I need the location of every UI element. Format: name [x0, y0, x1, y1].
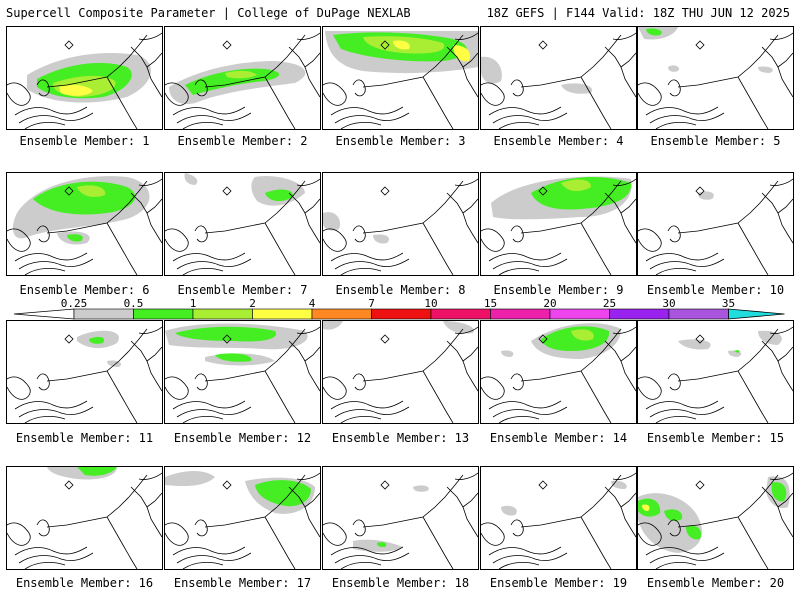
map-shading [7, 326, 162, 423]
ensemble-member-map [322, 320, 479, 424]
map-shading [7, 176, 162, 275]
ensemble-member-label: Ensemble Member: 14 [489, 431, 628, 445]
ensemble-member-map [480, 320, 637, 424]
ensemble-member-map [164, 26, 321, 130]
map-shading [323, 472, 478, 569]
ensemble-member-label: Ensemble Member: 1 [19, 134, 150, 148]
ensemble-member-label: Ensemble Member: 2 [177, 134, 308, 148]
ensemble-member-label: Ensemble Member: 13 [331, 431, 470, 445]
ensemble-member-label: Ensemble Member: 5 [650, 134, 781, 148]
ensemble-member-map [480, 466, 637, 570]
ensemble-member-label: Ensemble Member: 11 [15, 431, 154, 445]
colorbar-tick-label: 25 [602, 297, 617, 310]
ensemble-member-label: Ensemble Member: 19 [489, 576, 628, 590]
ensemble-member-label: Ensemble Member: 17 [173, 576, 312, 590]
ensemble-member-label: Ensemble Member: 3 [335, 134, 466, 148]
ensemble-member-map [6, 26, 163, 130]
colorbar-tick-label: 7 [368, 297, 375, 310]
colorbar-segment [133, 308, 194, 320]
ensemble-member-map [637, 466, 794, 570]
ensemble-member-label: Ensemble Member: 8 [335, 283, 466, 297]
ensemble-member-map [164, 172, 321, 276]
ensemble-member-map [480, 26, 637, 130]
chart-title: Supercell Composite Parameter | College … [6, 6, 411, 20]
map-shading [638, 472, 793, 569]
colorbar-tick-label: 4 [308, 297, 316, 310]
ensemble-member-label: Ensemble Member: 9 [493, 283, 624, 297]
ensemble-member-label: Ensemble Member: 6 [19, 283, 150, 297]
ensemble-member-label: Ensemble Member: 20 [646, 576, 785, 590]
ensemble-member-label: Ensemble Member: 16 [15, 576, 154, 590]
colorbar-tick-label: 2 [249, 297, 256, 310]
colorbar-left-arrow [13, 308, 75, 320]
colorbar-tick-label: 1 [189, 297, 197, 310]
map-shading [7, 32, 162, 129]
map-shading [638, 27, 793, 129]
map-shading [638, 326, 793, 423]
colorbar-segment [609, 308, 670, 320]
ensemble-member-map [322, 466, 479, 570]
ensemble-member-map [6, 172, 163, 276]
map-shading [323, 178, 478, 275]
colorbar-right-arrow [728, 308, 785, 320]
ensemble-member-map [322, 26, 479, 130]
map-shading [165, 471, 320, 569]
ensemble-member-map [637, 320, 794, 424]
colorbar-segment [490, 308, 551, 320]
colorbar-tick-label: 15 [483, 297, 498, 310]
ensemble-member-label: Ensemble Member: 10 [646, 283, 785, 297]
map-shading [7, 467, 162, 569]
colorbar-segment [668, 308, 729, 320]
colorbar-segment [311, 308, 372, 320]
map-shading [323, 31, 478, 129]
colorbar-tick-label: 0.25 [60, 297, 88, 310]
colorbar-tick-label: 0.5 [123, 297, 144, 310]
map-shading [638, 178, 793, 275]
ensemble-member-map [637, 172, 794, 276]
ensemble-member-map [6, 320, 163, 424]
colorbar-tick-label: 30 [662, 297, 676, 310]
ensemble-member-label: Ensemble Member: 12 [173, 431, 312, 445]
ensemble-member-label: Ensemble Member: 7 [177, 283, 308, 297]
ensemble-member-map [480, 172, 637, 276]
colorbar-segment [430, 308, 491, 320]
colorbar-segment [549, 308, 610, 320]
ensemble-member-label: Ensemble Member: 18 [331, 576, 470, 590]
colorbar-tick-label: 10 [424, 297, 438, 310]
ensemble-member-map [6, 466, 163, 570]
ensemble-member-label: Ensemble Member: 4 [493, 134, 624, 148]
map-shading [481, 176, 636, 275]
ensemble-member-map [164, 320, 321, 424]
colorbar-segment [371, 308, 432, 320]
ensemble-member-map [164, 466, 321, 570]
colorbar-segment [252, 308, 313, 320]
map-shading [481, 323, 636, 423]
map-shading [481, 472, 636, 569]
map-shading [165, 173, 320, 275]
map-shading [481, 32, 636, 129]
model-run-info: 18Z GEFS | F144 Valid: 18Z THU JUN 12 20… [486, 6, 790, 20]
map-shading [323, 321, 478, 423]
colorbar-tick-label: 20 [543, 297, 557, 310]
colorbar-segment [73, 308, 134, 320]
map-shading [165, 323, 320, 423]
colorbar-segment [192, 308, 253, 320]
ensemble-member-map [322, 172, 479, 276]
colorbar-tick-label: 35 [721, 297, 736, 310]
color-scale-bar [13, 308, 785, 320]
ensemble-member-label: Ensemble Member: 15 [646, 431, 785, 445]
ensemble-member-map [637, 26, 794, 130]
map-shading [165, 32, 320, 129]
